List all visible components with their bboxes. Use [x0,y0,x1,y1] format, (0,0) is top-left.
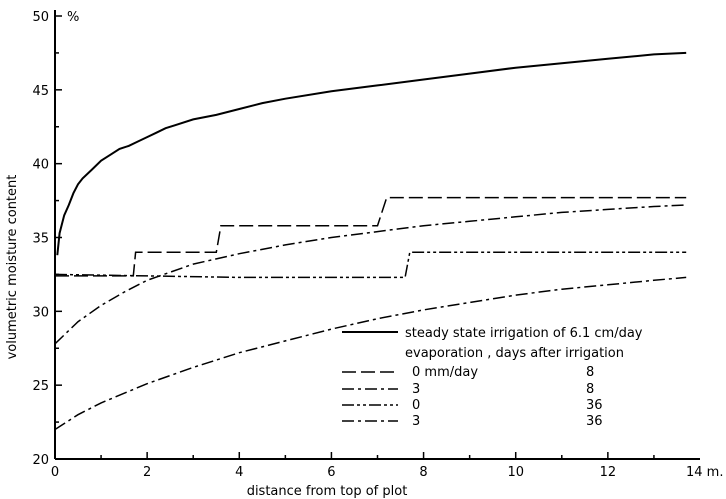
legend-days-0mm-8days: 8 [586,365,594,380]
legend: steady state irrigation of 6.1 cm/day ev… [342,326,643,429]
x-tick-label: 8 [419,465,427,480]
legend-evaporation-3mm-36days: 3 [412,414,420,429]
x-tick-label: 2 [143,465,151,480]
x-unit-label: 14 m. [686,465,723,480]
x-axis-title: distance from top of plot [247,484,408,499]
x-tick-label: 10 [507,465,524,480]
x-tick-label: 4 [235,465,243,480]
y-tick-label: 25 [32,379,49,394]
legend-days-0mm-36days: 36 [586,398,603,413]
y-tick-label: 30 [32,305,49,320]
series-line-1 [55,196,687,277]
y-axis-title: volumetric moisture content [5,175,20,360]
y-tick-label: 45 [32,84,49,99]
axes [54,10,700,460]
legend-evaporation-3mm-8days: 3 [412,382,420,397]
legend-evaporation-0mm-8days: 0 mm/day [412,365,478,380]
x-tick-label: 12 [600,465,617,480]
y-tick-label: 40 [32,158,49,173]
legend-header: evaporation , days after irrigation [405,346,624,361]
legend-days-3mm-36days: 36 [586,414,603,429]
x-tick-label: 6 [327,465,335,480]
series-line-3 [54,251,687,279]
y-tick-label: 35 [32,232,49,247]
legend-label-steady-state: steady state irrigation of 6.1 cm/day [405,326,643,341]
series-layer [54,51,687,431]
legend-evaporation-0mm-36days: 0 [412,398,420,413]
series-line-2 [54,204,687,345]
series-line-4 [54,276,687,431]
series-line-0 [56,51,687,256]
y-unit-label: % [67,10,79,25]
y-tick-label: 50 [32,10,49,25]
y-tick-label: 20 [32,453,49,468]
x-tick-label: 0 [51,465,59,480]
legend-days-3mm-8days: 8 [586,382,594,397]
